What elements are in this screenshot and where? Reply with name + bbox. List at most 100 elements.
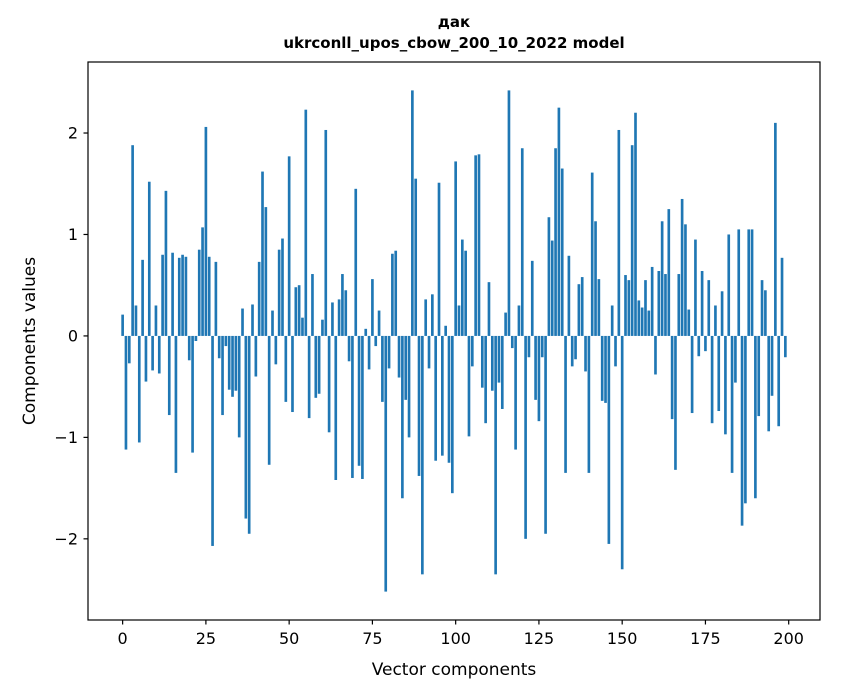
x-tick-label: 75 [362,629,382,648]
bar [181,254,184,336]
bar [384,335,388,592]
bar [224,335,228,347]
bar [121,314,124,336]
x-axis-label: Vector components [371,660,537,680]
bar [174,335,178,473]
bar [540,335,544,358]
bar [660,221,664,336]
bar [657,271,661,336]
bar [404,335,408,400]
bar [424,299,428,336]
bar [600,335,604,401]
bar [131,145,134,336]
bar [157,335,161,374]
bar [504,312,507,336]
bar [417,335,421,476]
bar [720,291,724,336]
bar [780,257,784,336]
bar [357,335,361,466]
bar [574,335,577,360]
bar [371,279,374,336]
bar [554,148,557,336]
x-tick-label: 0 [118,629,128,648]
bar [550,240,554,336]
bar [680,198,684,336]
bar [444,325,447,336]
bar [447,335,451,463]
bar [261,171,264,336]
bar [694,239,697,336]
bar [254,335,258,377]
bar [184,256,188,336]
bar [294,287,298,336]
bar [281,238,284,336]
bar [397,335,401,378]
bar [747,229,751,336]
bar [664,274,667,336]
bar [567,255,571,336]
bar [754,335,757,499]
bar [324,129,328,336]
bar [687,309,691,336]
bar [740,335,744,526]
bar [477,154,481,336]
bar [770,335,774,396]
bar [654,335,657,375]
bar [161,254,164,336]
bar [547,217,551,336]
bar [194,335,198,341]
bar [507,90,511,336]
bar [544,335,547,534]
bar [530,260,534,336]
bar [434,335,438,461]
bar [627,280,631,336]
bar [760,280,764,336]
bar [284,335,288,402]
bar [644,280,647,336]
bar [164,190,168,336]
bar [367,335,371,370]
bar [500,335,504,409]
bar [724,335,727,435]
bar [394,250,398,336]
bar [171,252,174,336]
bar [497,335,501,383]
bar [577,284,581,336]
bar [427,335,431,369]
bar [764,290,767,336]
bar [717,335,721,412]
bar [141,259,144,336]
bar [241,308,244,336]
x-tick-label: 50 [279,629,299,648]
bar [744,335,747,504]
bar [301,317,304,336]
x-tick-label: 25 [196,629,216,648]
bar [494,335,497,575]
bar [714,305,717,336]
y-tick-label: 2 [68,124,78,143]
bar [257,261,261,336]
bar [637,300,641,336]
bar [331,302,334,336]
bar [344,290,348,336]
bar [737,229,741,336]
bar [624,275,627,336]
bar [517,305,521,336]
bar [381,335,384,402]
bar [480,335,484,388]
bar [347,335,351,362]
bar [727,234,731,336]
bar [784,335,787,358]
bar [674,335,677,470]
bar [690,335,694,414]
bar [221,335,224,416]
y-tick-label: −2 [54,529,78,548]
bar [667,209,671,336]
bar [127,335,131,364]
bar [317,335,321,394]
bar [187,335,191,361]
bar [307,335,311,419]
bar [414,178,418,336]
bar [364,328,368,336]
bar [451,335,454,494]
